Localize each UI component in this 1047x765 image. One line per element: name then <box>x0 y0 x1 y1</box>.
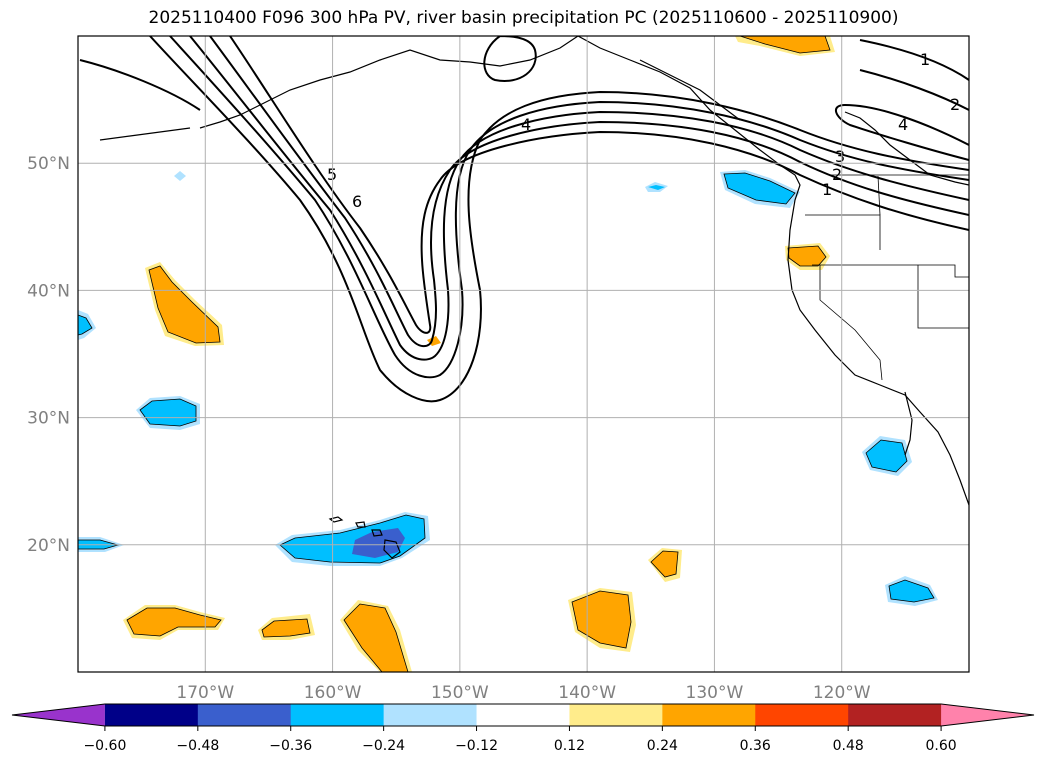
contour-label: 4 <box>898 115 908 134</box>
lat-tick-label: 20°N <box>27 536 70 556</box>
contour-label: 1 <box>822 180 832 199</box>
colorbar-label: 0.60 <box>926 738 957 754</box>
colorbar-label: −0.60 <box>83 738 126 754</box>
lon-tick-label: 130°W <box>686 683 744 703</box>
contour-label: 6 <box>352 192 362 211</box>
colorbar-segment <box>569 704 663 726</box>
colorbar-label: 0.12 <box>554 738 585 754</box>
contour-label: 2 <box>832 165 842 184</box>
contour-label: 1 <box>920 50 930 69</box>
colorbar-label: −0.24 <box>362 738 405 754</box>
colorbar-segment <box>104 704 199 726</box>
colorbar: −0.60 −0.48 −0.36 −0.24 −0.12 0.12 0.24 0.36 0.4… <box>11 703 1035 754</box>
colorbar-segment <box>290 704 385 726</box>
precip-positive-anomalies <box>123 36 835 672</box>
colorbar-label: −0.12 <box>455 738 498 754</box>
contour-label: 4 <box>521 115 531 134</box>
gridlines <box>78 36 969 672</box>
contour-label: 2 <box>950 95 960 114</box>
map-frame <box>77 35 970 673</box>
lon-tick-label: 150°W <box>431 683 489 703</box>
pv-contours <box>79 36 969 403</box>
map-plot-area: 5 6 4 1 2 4 3 2 1 <box>78 36 969 672</box>
lon-tick-label: 170°W <box>176 683 234 703</box>
precip-negative-anomalies <box>78 170 938 606</box>
colorbar-segment <box>476 704 570 726</box>
colorbar-segment <box>662 704 756 726</box>
map-title: 2025110400 F096 300 hPa PV, river basin … <box>148 8 899 28</box>
colorbar-label: −0.48 <box>176 738 219 754</box>
lon-tick-label: 160°W <box>304 683 362 703</box>
colorbar-segment <box>941 704 1034 726</box>
state-borders <box>805 174 969 381</box>
colorbar-label: −0.36 <box>269 738 312 754</box>
colorbar-segment <box>12 704 105 726</box>
colorbar-segment <box>848 704 942 726</box>
colorbar-segment <box>755 704 849 726</box>
colorbar-label: 0.36 <box>740 738 771 754</box>
colorbar-label: 0.48 <box>833 738 864 754</box>
contour-label: 3 <box>835 147 845 166</box>
lon-tick-label: 140°W <box>558 683 616 703</box>
lat-tick-label: 40°N <box>27 281 70 301</box>
lat-tick-label: 30°N <box>27 409 70 429</box>
lat-tick-label: 50°N <box>27 154 70 174</box>
axis-tick-labels: 170°W 160°W 150°W 140°W 130°W 120°W 50°N 40°N 30… <box>27 154 871 703</box>
coastlines <box>99 36 969 559</box>
colorbar-segment <box>383 704 478 726</box>
colorbar-segment <box>197 704 292 726</box>
lon-tick-label: 120°W <box>813 683 871 703</box>
colorbar-label: 0.24 <box>647 738 678 754</box>
